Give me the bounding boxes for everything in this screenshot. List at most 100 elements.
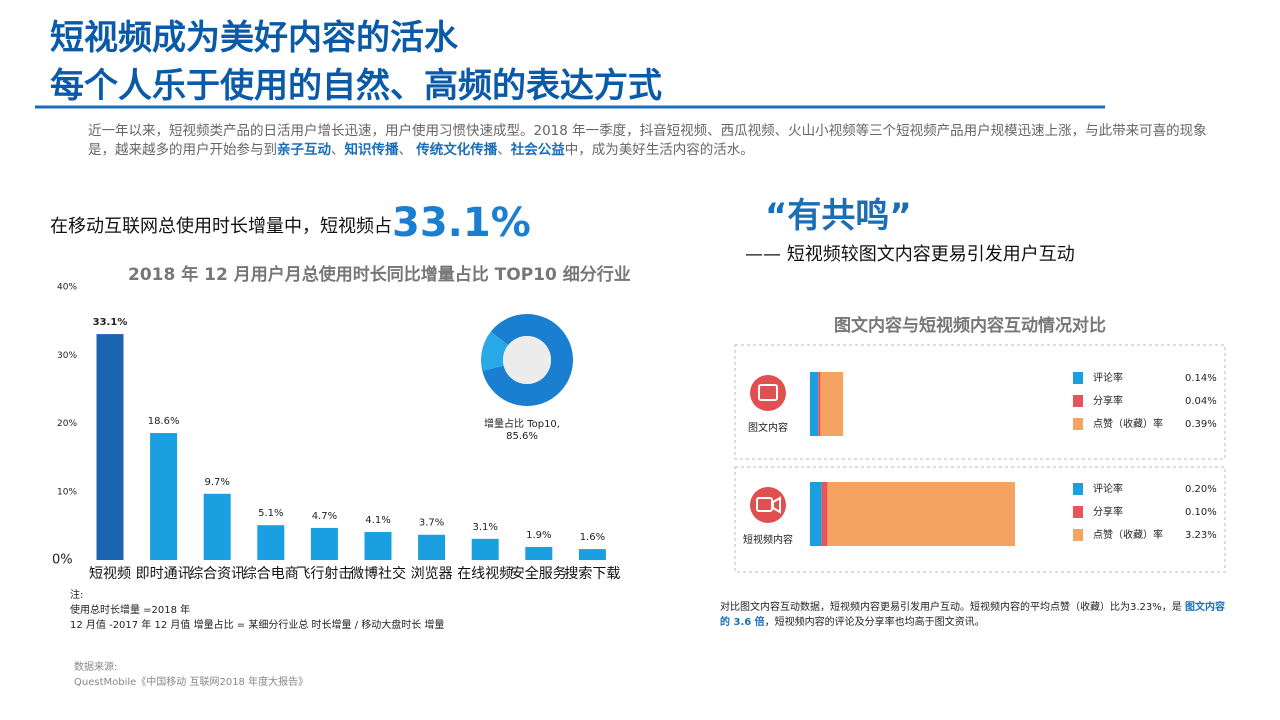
legend-label: 评论率 [1093,371,1123,384]
text: 、 [331,142,345,158]
legend-value: 0.39% [1185,419,1217,430]
text: 近一年以来，短视频类产品的日活用户增长迅速，用户使用习惯快速成型。2018 年一… [88,123,1207,158]
bar-segment [810,372,819,436]
note-line: 注: [70,590,84,601]
subtitle: —— 短视频较图文内容更易引发用户互动 [745,244,1075,265]
note-line: 12 月值 -2017 年 12 月值 增量占比 = 某细分行业总 时长增量 /… [70,620,445,631]
bar [96,334,124,560]
icon-glyph [758,384,778,401]
bar [525,547,553,560]
bar-segment [827,482,1015,546]
icon-glyph [772,496,781,514]
x-tick-label: 综合资讯 [189,566,245,582]
text: 对比图文内容互动数据，短视频内容更易引发用户互动。短视频内容的平均点赞（收藏）比… [720,602,1185,613]
value-label: 5.1% [258,508,283,519]
value-label: 4.7% [312,511,337,522]
legend-value: 0.04% [1185,396,1217,407]
quote: “有共鸣” [765,196,912,236]
value-label: 3.1% [472,522,497,533]
title: 短视频成为美好内容的活水 [50,18,458,58]
x-tick-label: 浏览器 [411,566,453,582]
y-tick-label: 30% [57,351,77,361]
x-tick-label: 微博社交 [350,565,406,582]
legend-value: 0.20% [1185,484,1217,495]
bar [364,532,392,560]
headline-text: 在移动互联网总使用时长增量中，短视频占 [50,216,392,237]
image-text-icon [750,375,786,411]
legend-value: 3.23% [1185,530,1217,541]
note-line: 使用总时长增量 =2018 年 [70,605,191,616]
bar [418,534,446,560]
text: 、 [497,142,511,158]
legend-label: 点赞（收藏）率 [1093,417,1163,430]
chart-title: 图文内容与短视频内容互动情况对比 [834,316,1106,336]
annotation: 增量占比 Top10, [484,417,560,430]
bar [310,527,338,560]
bar [203,493,231,560]
legend-swatch [1073,506,1083,518]
intro: 近一年以来，短视频类产品的日活用户增长迅速，用户使用习惯快速成型。2018 年一… [88,122,1223,160]
donut-slice [482,314,573,406]
x-tick-label: 搜索下载 [564,565,620,582]
y-tick-label: 0% [52,553,73,568]
value-label: 9.7% [204,477,229,488]
value-label: 3.7% [419,518,444,529]
conclusion: 对比图文内容互动数据，短视频内容更易引发用户互动。短视频内容的平均点赞（收藏）比… [720,600,1225,630]
y-tick-label: 20% [57,419,77,429]
x-tick-label: 飞行射击 [296,566,352,582]
legend-swatch [1073,418,1083,430]
donut-slice [480,331,509,371]
chart-title: 2018 年 12 月用户月总使用时长同比增量占比 TOP10 细分行业 [128,265,631,285]
value-label: 4.1% [365,515,390,526]
legend-swatch [1073,395,1083,407]
value-label: 1.6% [580,532,605,543]
source-line: 数据来源: [74,662,118,673]
x-tick-label: 即时通讯 [136,566,192,582]
value-label: 85.6% [506,431,538,442]
legend-swatch [1073,372,1083,384]
legend-swatch [1073,529,1083,541]
source: 数据来源: QuestMobile《中国移动 互联网2018 年度大报告》 [74,660,308,690]
bar [150,433,178,560]
emphasis-text: 社会公益 [510,142,565,158]
bar [471,538,499,560]
highlight: 33.1% [392,200,531,246]
legend-value: 0.14% [1185,373,1217,384]
bar-segment [818,372,821,436]
x-tick-label: 短视频 [89,566,131,582]
legend-label: 点赞（收藏）率 [1093,528,1163,541]
text: 中，成为美好生活内容的活水。 [564,142,754,158]
y-tick-label: 10% [57,487,77,497]
legend-value: 0.10% [1185,507,1217,518]
value-label: 33.1% [93,317,128,328]
notes: 注: 使用总时长增量 =2018 年 12 月值 -2017 年 12 月值 增… [70,588,444,633]
legend-label: 分享率 [1093,505,1123,518]
panel-frame [734,344,1226,460]
y-tick-label: 40% [57,283,77,293]
bar-segment [810,482,822,546]
x-tick-label: 在线视频 [457,566,513,582]
bar [257,525,285,560]
legend-label: 分享率 [1093,394,1123,407]
emphasis-text: 知识传播 [344,142,399,158]
headline: 在移动互联网总使用时长增量中，短视频占33.1% [50,200,531,246]
x-tick-label: 综合电商 [243,566,299,582]
bar-segment [820,372,844,436]
text: ，短视频内容的评论及分享率也均高于图文资讯。 [764,617,985,628]
category-label: 短视频内容 [743,533,793,546]
text: 、 [398,142,417,158]
bar-segment [821,482,828,546]
value-label: 1.9% [526,530,551,541]
category-label: 图文内容 [748,421,788,434]
video-icon [750,487,786,523]
emphasis-text: 传统文化传播 [416,142,498,158]
donut-hole [503,336,551,384]
legend-label: 评论率 [1093,482,1123,495]
x-tick-label: 安全服务 [511,565,567,582]
panel-frame [734,466,1226,573]
emphasis-text: 亲子互动 [277,142,331,158]
legend-swatch [1073,483,1083,495]
emphasis-text: 图文内容的 3.6 倍 [720,602,1225,628]
